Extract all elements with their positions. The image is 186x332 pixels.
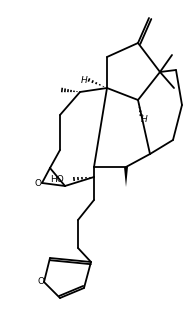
Polygon shape	[124, 167, 128, 187]
Text: H: H	[141, 115, 147, 124]
Text: O: O	[38, 278, 44, 287]
Text: H: H	[81, 75, 87, 85]
Text: O: O	[34, 179, 41, 188]
Text: HO: HO	[50, 175, 64, 184]
